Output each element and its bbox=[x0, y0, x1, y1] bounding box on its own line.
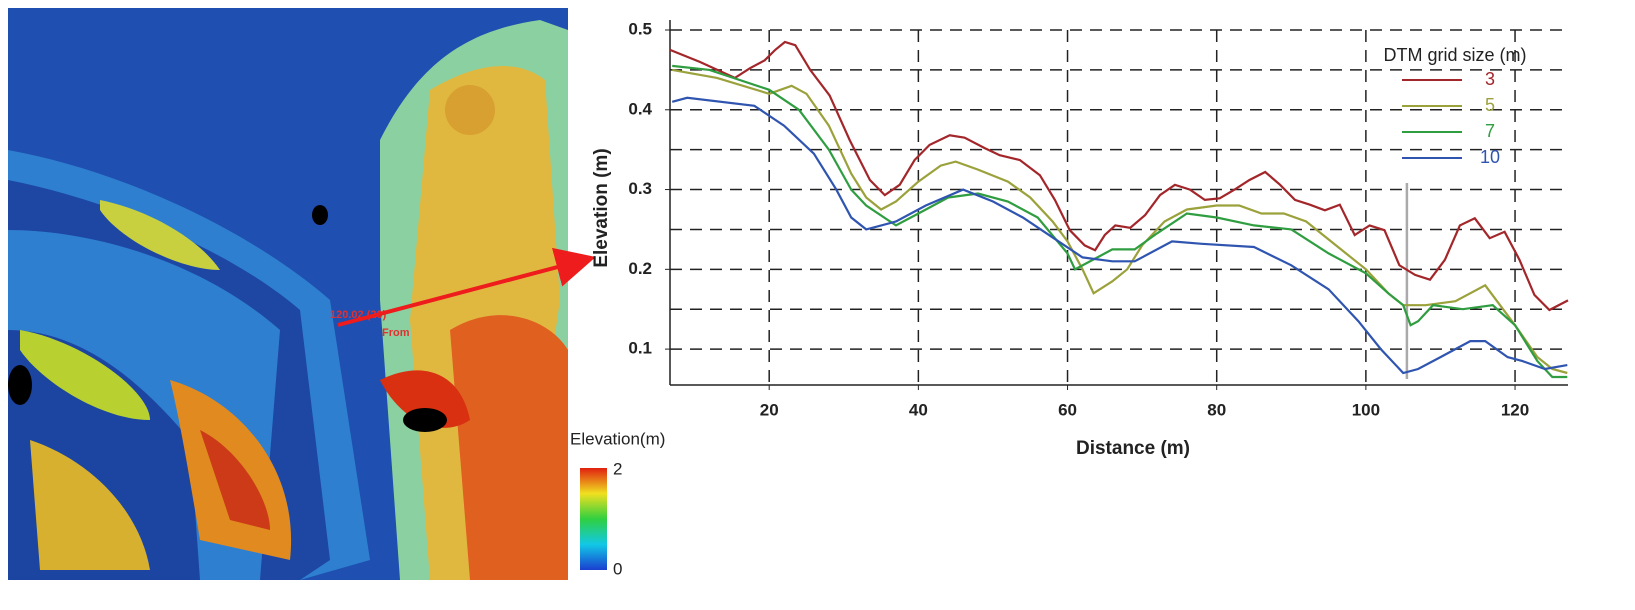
series-line bbox=[672, 68, 1568, 375]
profile-arrow bbox=[337, 247, 596, 327]
color-legend-min: 0 bbox=[613, 559, 622, 578]
legend-label: 3 bbox=[1485, 69, 1495, 89]
y-tick-label: 0.3 bbox=[628, 179, 652, 198]
profile-chart: Distance (m) Elevation (m) DTM grid size… bbox=[591, 19, 1569, 459]
map-annotation: From bbox=[382, 327, 410, 339]
color-legend: Elevation(m) 2 0 bbox=[570, 429, 665, 578]
y-axis-title: Elevation (m) bbox=[591, 148, 612, 267]
legend-label: 5 bbox=[1485, 95, 1495, 115]
legend-label: 7 bbox=[1485, 121, 1495, 141]
y-tick-label: 0.1 bbox=[628, 339, 652, 358]
x-tick-label: 100 bbox=[1352, 400, 1380, 419]
x-tick-label: 80 bbox=[1207, 400, 1226, 419]
color-bar bbox=[580, 468, 607, 570]
legend-label: 10 bbox=[1480, 147, 1500, 167]
x-tick-label: 40 bbox=[909, 400, 928, 419]
y-tick-label: 0.2 bbox=[628, 259, 652, 278]
series-line bbox=[671, 96, 1568, 375]
series-line bbox=[672, 64, 1568, 379]
x-tick-label: 120 bbox=[1501, 400, 1529, 419]
color-legend-title: Elevation(m) bbox=[570, 429, 665, 448]
color-legend-max: 2 bbox=[613, 459, 622, 478]
legend-title: DTM grid size (m) bbox=[1384, 45, 1527, 65]
x-tick-label: 20 bbox=[760, 400, 779, 419]
x-axis-title: Distance (m) bbox=[1076, 438, 1190, 459]
x-tick-label: 60 bbox=[1058, 400, 1077, 419]
elevation-map: 120.02 (20) From bbox=[8, 8, 596, 581]
y-tick-label: 0.4 bbox=[628, 99, 652, 118]
series-line bbox=[669, 40, 1569, 312]
y-tick-label: 0.5 bbox=[628, 19, 652, 38]
